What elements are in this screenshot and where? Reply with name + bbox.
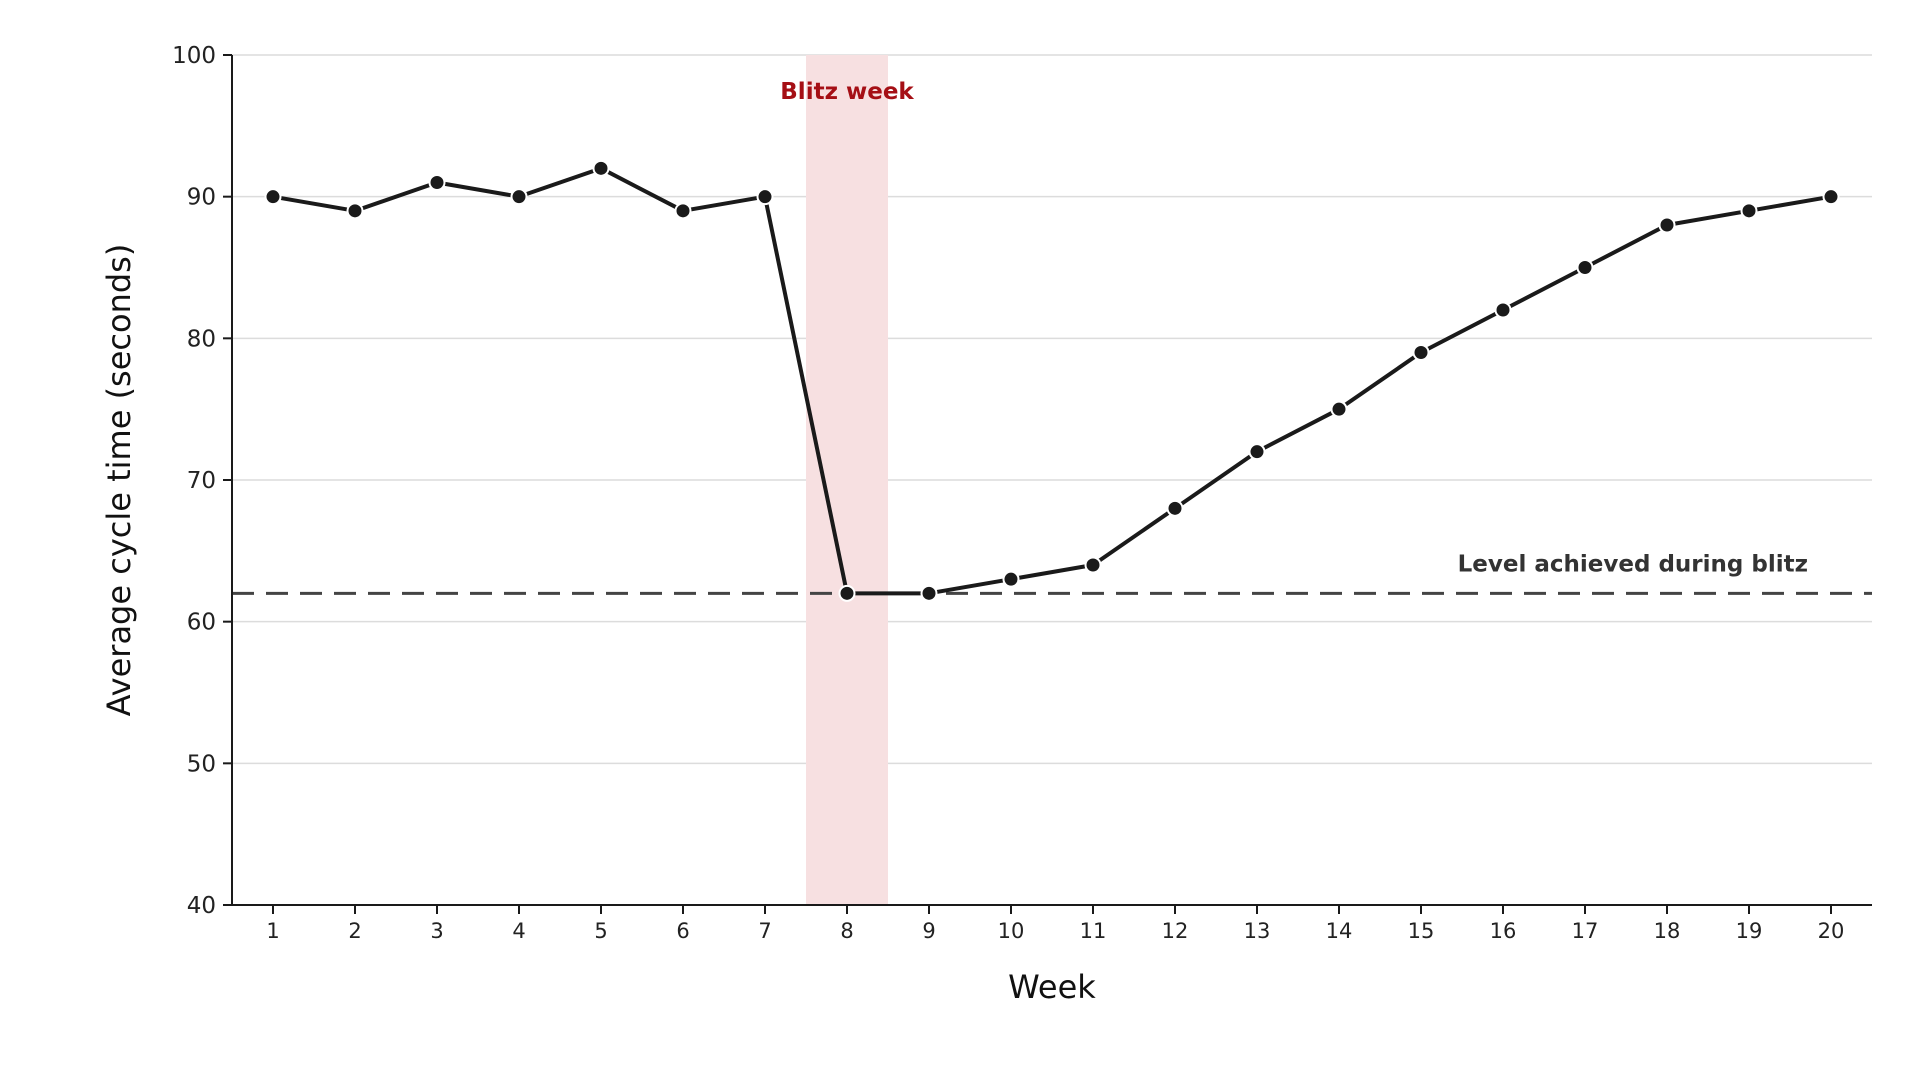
x-tick-label: 19 (1736, 919, 1763, 943)
y-tick-label: 70 (187, 468, 216, 494)
x-tick-label: 1 (266, 919, 279, 943)
x-axis-ticks: 1 2 3 4 5 6 7 8 9 10 11 12 13 14 15 16 17 18 19 20 (266, 905, 1844, 943)
x-tick-label: 12 (1162, 919, 1189, 943)
x-tick-label: 9 (922, 919, 935, 943)
x-tick-label: 16 (1490, 919, 1517, 943)
data-point (264, 188, 282, 206)
x-tick-label: 11 (1080, 919, 1107, 943)
data-point (1002, 570, 1020, 588)
gridlines (232, 54, 1872, 765)
data-point (1576, 259, 1594, 276)
data-point (1084, 556, 1102, 574)
x-tick-label: 10 (998, 919, 1025, 943)
reference-line-group: Level achieved during blitz (232, 551, 1872, 595)
x-tick-label: 13 (1244, 919, 1271, 943)
data-point (1248, 443, 1266, 461)
y-axis-title: Average cycle time (seconds) (100, 244, 138, 717)
y-tick-label: 80 (187, 326, 216, 352)
x-tick-label: 7 (758, 919, 771, 943)
y-tick-label: 100 (172, 43, 216, 69)
x-tick-label: 15 (1408, 919, 1435, 943)
x-tick-label: 5 (594, 919, 607, 943)
reference-line-label: Level achieved during blitz (1458, 551, 1808, 577)
x-tick-label: 8 (840, 919, 853, 943)
data-point (510, 188, 528, 206)
y-tick-label: 40 (187, 893, 216, 919)
data-point (346, 202, 364, 220)
data-point (1330, 400, 1348, 418)
y-tick-label: 60 (187, 610, 216, 636)
data-point (1412, 344, 1430, 361)
data-point (1740, 202, 1758, 220)
data-point (1822, 188, 1840, 206)
x-tick-label: 4 (512, 919, 525, 943)
x-tick-label: 3 (430, 919, 443, 943)
data-point (920, 584, 938, 602)
highlight-band (806, 55, 888, 905)
data-point (1658, 216, 1676, 234)
data-point (1166, 499, 1184, 517)
x-axis-title: Week (1008, 968, 1096, 1006)
data-point (756, 188, 774, 206)
blitz-week-band: Blitz week (780, 55, 914, 905)
data-point (674, 202, 692, 220)
series-line (272, 166, 1832, 596)
y-tick-label: 90 (187, 185, 216, 211)
series-group (264, 159, 1840, 602)
x-tick-label: 18 (1654, 919, 1681, 943)
x-tick-label: 14 (1326, 919, 1353, 943)
data-point (592, 159, 610, 177)
data-point (428, 174, 446, 191)
x-tick-label: 17 (1572, 919, 1599, 943)
x-tick-label: 6 (676, 919, 689, 943)
y-axis-ticks: 40 50 60 70 80 90 100 (172, 43, 232, 919)
y-tick-label: 50 (187, 751, 216, 777)
x-tick-label: 20 (1818, 919, 1845, 943)
x-tick-label: 2 (348, 919, 361, 943)
highlight-label: Blitz week (780, 79, 914, 105)
data-point (838, 584, 856, 602)
data-point (1494, 301, 1512, 319)
